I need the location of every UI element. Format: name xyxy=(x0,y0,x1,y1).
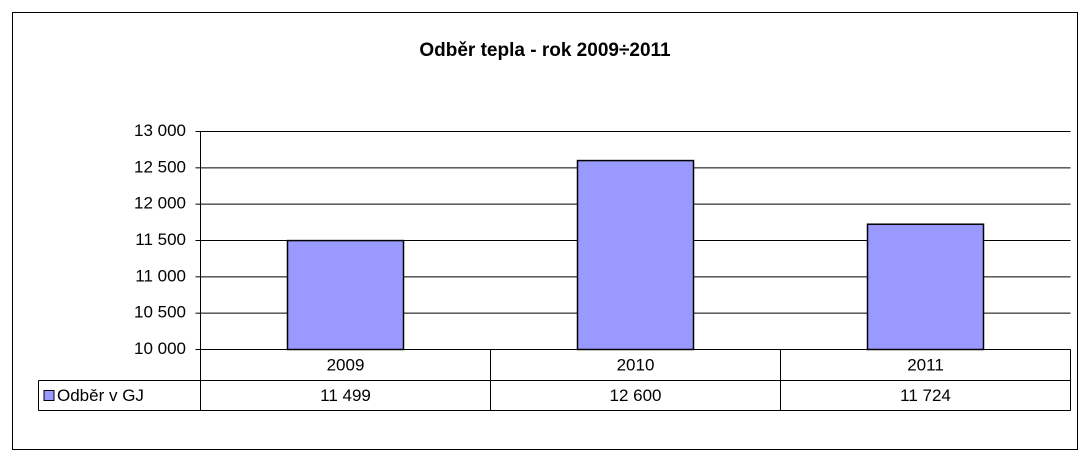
y-tick-label: 10 500 xyxy=(134,303,186,322)
y-tick-label: 12 000 xyxy=(134,194,186,213)
y-tick-label: 11 000 xyxy=(135,266,186,285)
x-tick-label: 2010 xyxy=(617,355,655,374)
bar xyxy=(576,159,695,351)
bar xyxy=(286,239,405,351)
y-tick-label: 10 000 xyxy=(134,339,186,358)
legend-label: Odběr v GJ xyxy=(57,386,144,405)
data-label: 12 600 xyxy=(610,386,662,405)
y-tick-label: 11 500 xyxy=(135,230,186,249)
x-tick-label: 2009 xyxy=(327,355,365,374)
legend-key xyxy=(43,390,55,401)
bar xyxy=(866,223,985,351)
data-label: 11 724 xyxy=(900,386,951,405)
chart-title: Odběr tepla - rok 2009÷2011 xyxy=(419,40,671,61)
y-tick-label: 12 500 xyxy=(134,157,186,176)
y-tick-label: 13 000 xyxy=(134,121,186,140)
data-label: 11 499 xyxy=(320,386,371,405)
x-tick-label: 2011 xyxy=(907,355,944,374)
